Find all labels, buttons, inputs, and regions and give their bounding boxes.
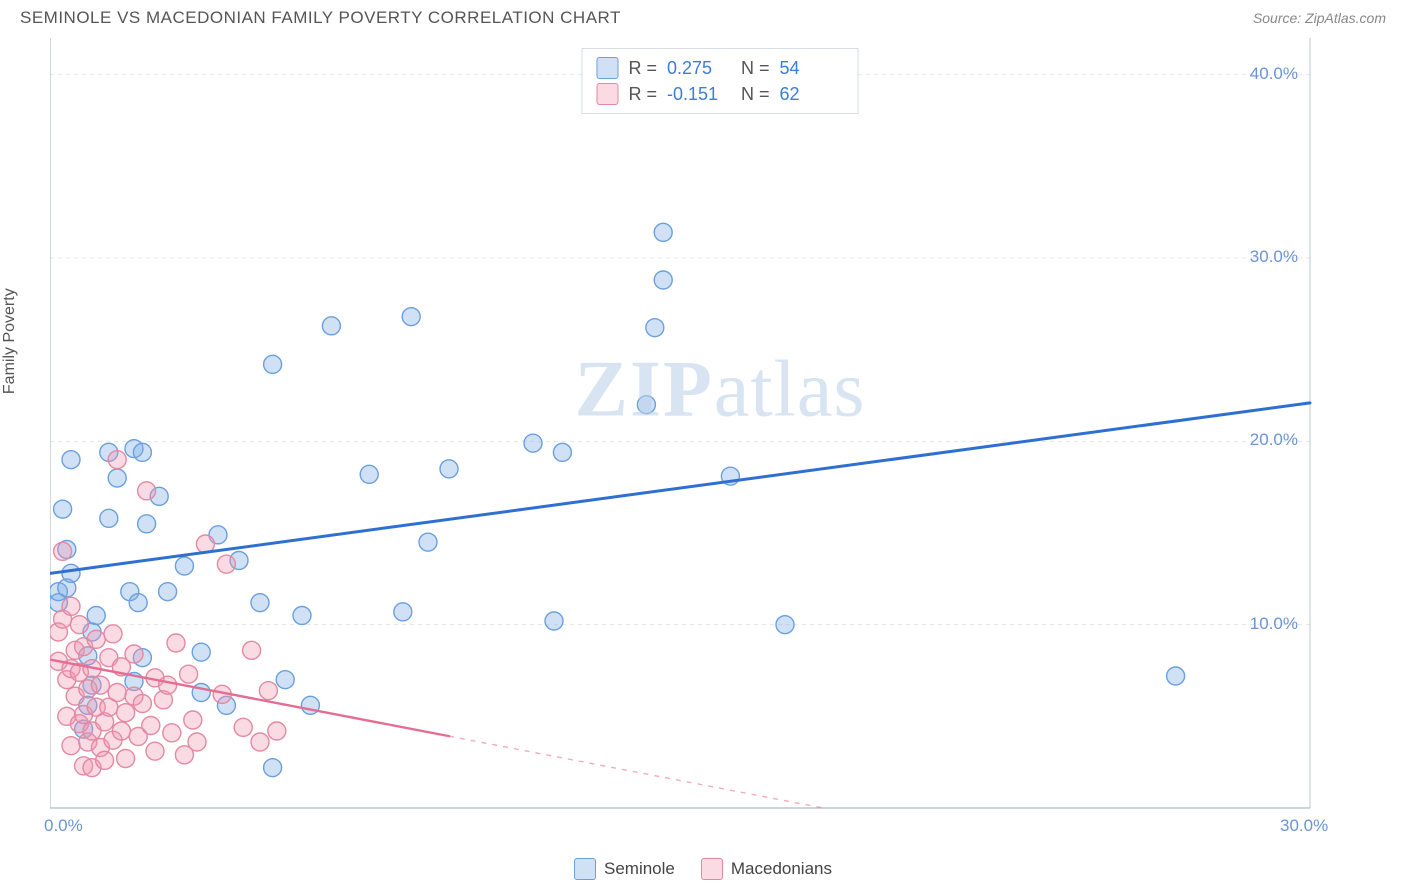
stat-n-seminole: 54 bbox=[780, 58, 844, 79]
x-tick: 30.0% bbox=[1280, 816, 1328, 836]
stat-n-label: N = bbox=[741, 84, 770, 105]
stats-row-macedonians: R = -0.151 N = 62 bbox=[596, 81, 843, 107]
legend-swatch-macedonians bbox=[701, 858, 723, 880]
x-tick: 0.0% bbox=[44, 816, 83, 836]
stat-r-seminole: 0.275 bbox=[667, 58, 731, 79]
stats-row-seminole: R = 0.275 N = 54 bbox=[596, 55, 843, 81]
swatch-macedonians bbox=[596, 83, 618, 105]
y-tick: 10.0% bbox=[1250, 614, 1298, 634]
header: SEMINOLE VS MACEDONIAN FAMILY POVERTY CO… bbox=[0, 0, 1406, 32]
chart-container: Family Poverty ZIPatlas R = 0.275 N = 54… bbox=[50, 38, 1390, 838]
stat-n-label: N = bbox=[741, 58, 770, 79]
stat-n-macedonians: 62 bbox=[780, 84, 844, 105]
chart-title: SEMINOLE VS MACEDONIAN FAMILY POVERTY CO… bbox=[20, 8, 621, 28]
legend-item-seminole: Seminole bbox=[574, 858, 675, 880]
legend-item-macedonians: Macedonians bbox=[701, 858, 832, 880]
bottom-legend: Seminole Macedonians bbox=[574, 858, 832, 880]
swatch-seminole bbox=[596, 57, 618, 79]
legend-swatch-seminole bbox=[574, 858, 596, 880]
stats-legend-box: R = 0.275 N = 54 R = -0.151 N = 62 bbox=[581, 48, 858, 114]
stat-r-label: R = bbox=[628, 84, 657, 105]
y-tick: 40.0% bbox=[1250, 64, 1298, 84]
scatter-plot bbox=[50, 38, 1390, 838]
stat-r-label: R = bbox=[628, 58, 657, 79]
source-label: Source: ZipAtlas.com bbox=[1253, 10, 1386, 26]
legend-label-macedonians: Macedonians bbox=[731, 859, 832, 879]
legend-label-seminole: Seminole bbox=[604, 859, 675, 879]
y-tick: 30.0% bbox=[1250, 247, 1298, 267]
y-axis-label: Family Poverty bbox=[1, 288, 19, 394]
y-tick: 20.0% bbox=[1250, 430, 1298, 450]
stat-r-macedonians: -0.151 bbox=[667, 84, 731, 105]
